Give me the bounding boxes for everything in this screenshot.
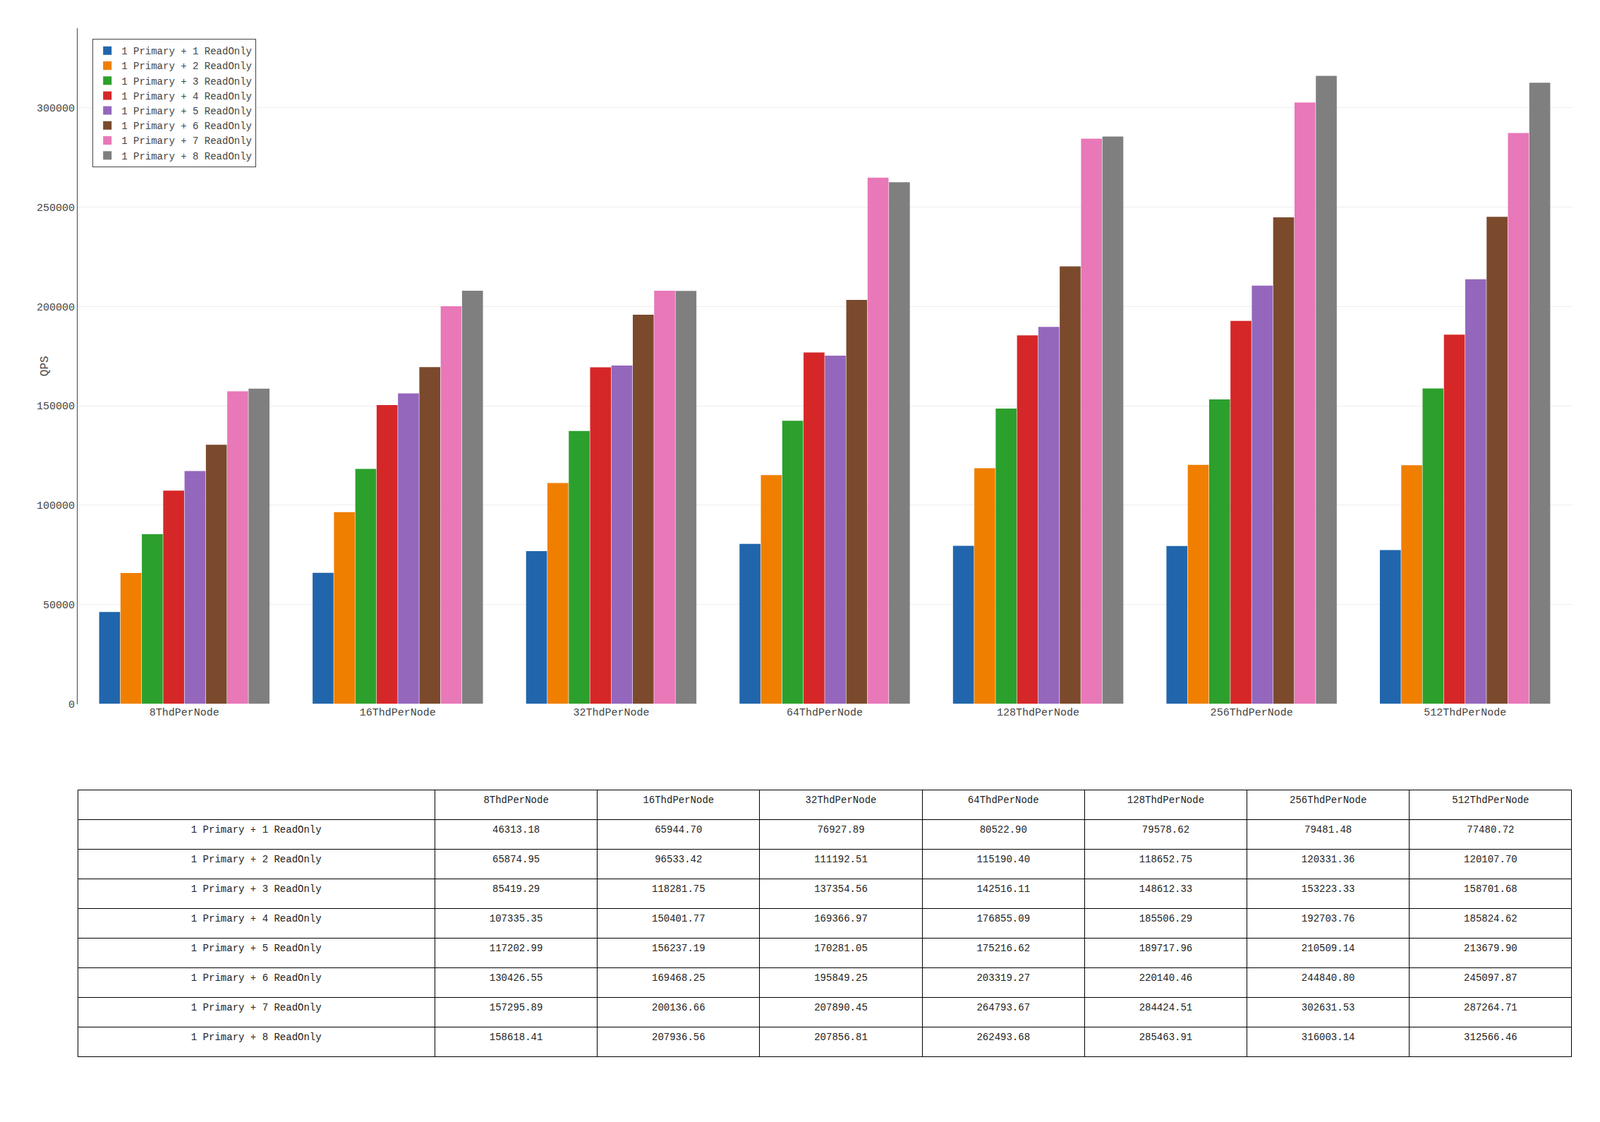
svg-text:1 Primary + 1 ReadOnly: 1 Primary + 1 ReadOnly	[121, 45, 252, 58]
svg-text:256ThdPerNode: 256ThdPerNode	[1210, 706, 1294, 719]
svg-text:79481.48: 79481.48	[1304, 823, 1352, 836]
svg-text:170281.05: 170281.05	[814, 942, 868, 954]
svg-text:153223.33: 153223.33	[1301, 883, 1356, 895]
svg-text:142516.11: 142516.11	[976, 883, 1030, 895]
svg-text:96533.42: 96533.42	[654, 853, 702, 865]
svg-text:150401.77: 150401.77	[651, 912, 706, 925]
svg-text:1 Primary + 6 ReadOnly: 1 Primary + 6 ReadOnly	[121, 120, 252, 132]
svg-text:300000: 300000	[36, 102, 75, 115]
svg-text:512ThdPerNode: 512ThdPerNode	[1423, 706, 1507, 719]
svg-text:220140.46: 220140.46	[1139, 972, 1193, 984]
svg-text:176855.09: 176855.09	[976, 912, 1030, 925]
svg-text:1 Primary + 8 ReadOnly: 1 Primary + 8 ReadOnly	[121, 150, 252, 163]
svg-text:302631.53: 302631.53	[1301, 1001, 1356, 1014]
svg-text:169468.25: 169468.25	[651, 972, 706, 984]
svg-text:284424.51: 284424.51	[1139, 1001, 1193, 1014]
svg-text:264793.67: 264793.67	[976, 1001, 1030, 1014]
svg-text:120107.70: 120107.70	[1463, 853, 1518, 865]
svg-text:32ThdPerNode: 32ThdPerNode	[805, 794, 877, 806]
svg-text:207856.81: 207856.81	[814, 1031, 868, 1043]
svg-text:16ThdPerNode: 16ThdPerNode	[642, 794, 714, 806]
svg-text:32ThdPerNode: 32ThdPerNode	[572, 706, 650, 719]
svg-text:1 Primary + 5 ReadOnly: 1 Primary + 5 ReadOnly	[191, 942, 322, 954]
svg-text:512ThdPerNode: 512ThdPerNode	[1451, 794, 1529, 806]
svg-text:1 Primary + 1 ReadOnly: 1 Primary + 1 ReadOnly	[191, 823, 322, 836]
svg-text:117202.99: 117202.99	[489, 942, 544, 954]
svg-text:QPS: QPS	[38, 355, 52, 377]
svg-text:16ThdPerNode: 16ThdPerNode	[359, 706, 436, 719]
svg-text:115190.40: 115190.40	[976, 853, 1030, 865]
svg-text:287264.71: 287264.71	[1463, 1001, 1518, 1014]
svg-text:8ThdPerNode: 8ThdPerNode	[149, 706, 220, 719]
svg-text:100000: 100000	[36, 500, 75, 513]
svg-text:148612.33: 148612.33	[1139, 883, 1193, 895]
svg-text:192703.76: 192703.76	[1301, 912, 1356, 925]
svg-text:1 Primary + 2 ReadOnly: 1 Primary + 2 ReadOnly	[121, 60, 252, 72]
svg-text:128ThdPerNode: 128ThdPerNode	[1127, 794, 1205, 806]
svg-text:285463.91: 285463.91	[1139, 1031, 1193, 1043]
svg-text:207936.56: 207936.56	[651, 1031, 706, 1043]
svg-text:137354.56: 137354.56	[814, 883, 868, 895]
svg-text:130426.55: 130426.55	[489, 972, 544, 984]
svg-text:76927.89: 76927.89	[816, 823, 865, 836]
svg-text:262493.68: 262493.68	[976, 1031, 1030, 1043]
svg-text:256ThdPerNode: 256ThdPerNode	[1289, 794, 1367, 806]
svg-text:8ThdPerNode: 8ThdPerNode	[483, 794, 549, 806]
svg-text:118281.75: 118281.75	[651, 883, 706, 895]
svg-text:250000: 250000	[36, 202, 75, 215]
svg-text:64ThdPerNode: 64ThdPerNode	[786, 706, 863, 719]
svg-text:77480.72: 77480.72	[1466, 823, 1514, 836]
svg-text:157295.89: 157295.89	[489, 1001, 544, 1014]
svg-text:158701.68: 158701.68	[1463, 883, 1518, 895]
svg-text:1 Primary + 7 ReadOnly: 1 Primary + 7 ReadOnly	[191, 1001, 322, 1014]
svg-text:1 Primary + 7 ReadOnly: 1 Primary + 7 ReadOnly	[121, 135, 252, 147]
svg-text:189717.96: 189717.96	[1139, 942, 1193, 954]
svg-text:207890.45: 207890.45	[814, 1001, 868, 1014]
svg-text:80522.90: 80522.90	[979, 823, 1028, 836]
svg-text:210509.14: 210509.14	[1301, 942, 1356, 954]
svg-text:195849.25: 195849.25	[814, 972, 868, 984]
svg-text:85419.29: 85419.29	[492, 883, 540, 895]
svg-text:316003.14: 316003.14	[1301, 1031, 1356, 1043]
svg-text:46313.18: 46313.18	[492, 823, 540, 836]
svg-text:1 Primary + 8 ReadOnly: 1 Primary + 8 ReadOnly	[191, 1031, 322, 1043]
svg-text:1 Primary + 5 ReadOnly: 1 Primary + 5 ReadOnly	[121, 105, 252, 118]
svg-text:150000: 150000	[36, 400, 75, 413]
svg-text:64ThdPerNode: 64ThdPerNode	[967, 794, 1040, 806]
svg-text:120331.36: 120331.36	[1301, 853, 1356, 865]
svg-text:1 Primary + 3 ReadOnly: 1 Primary + 3 ReadOnly	[121, 76, 252, 88]
svg-text:1 Primary + 6 ReadOnly: 1 Primary + 6 ReadOnly	[191, 972, 322, 984]
svg-text:128ThdPerNode: 128ThdPerNode	[996, 706, 1080, 719]
svg-text:1 Primary + 4 ReadOnly: 1 Primary + 4 ReadOnly	[191, 912, 322, 925]
svg-text:185824.62: 185824.62	[1463, 912, 1518, 925]
svg-text:0: 0	[68, 699, 75, 712]
svg-text:312566.46: 312566.46	[1463, 1031, 1518, 1043]
svg-text:1 Primary + 2 ReadOnly: 1 Primary + 2 ReadOnly	[191, 853, 322, 865]
svg-text:169366.97: 169366.97	[814, 912, 868, 925]
svg-text:107335.35: 107335.35	[489, 912, 544, 925]
svg-text:213679.90: 213679.90	[1463, 942, 1518, 954]
svg-text:244840.80: 244840.80	[1301, 972, 1356, 984]
svg-text:118652.75: 118652.75	[1139, 853, 1193, 865]
svg-text:79578.62: 79578.62	[1142, 823, 1190, 836]
svg-text:200000: 200000	[36, 301, 75, 314]
svg-text:1 Primary + 4 ReadOnly: 1 Primary + 4 ReadOnly	[121, 91, 252, 103]
svg-text:203319.27: 203319.27	[976, 972, 1030, 984]
svg-text:185506.29: 185506.29	[1139, 912, 1193, 925]
svg-text:158618.41: 158618.41	[489, 1031, 544, 1043]
svg-text:1 Primary + 3 ReadOnly: 1 Primary + 3 ReadOnly	[191, 883, 322, 895]
svg-text:65874.95: 65874.95	[492, 853, 540, 865]
svg-text:175216.62: 175216.62	[976, 942, 1030, 954]
svg-text:65944.70: 65944.70	[654, 823, 702, 836]
svg-text:156237.19: 156237.19	[651, 942, 706, 954]
svg-text:111192.51: 111192.51	[814, 853, 868, 865]
svg-text:200136.66: 200136.66	[651, 1001, 706, 1014]
svg-text:245097.87: 245097.87	[1463, 972, 1518, 984]
svg-text:50000: 50000	[43, 599, 75, 612]
